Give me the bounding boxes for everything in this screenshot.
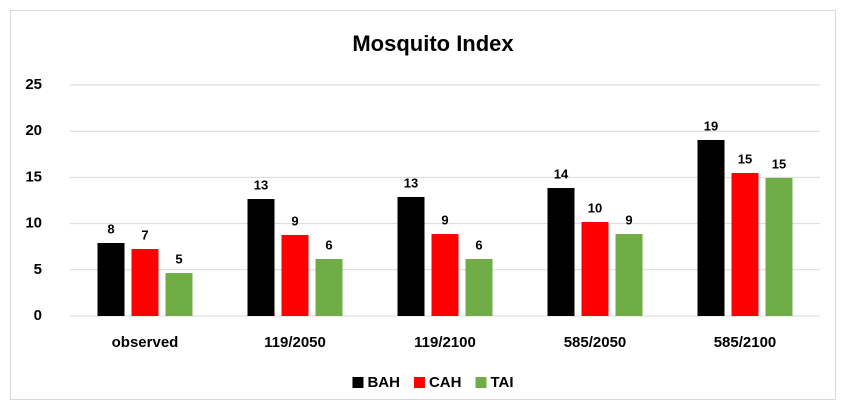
- value-label: 10: [588, 200, 602, 215]
- bar: [465, 258, 493, 316]
- bar: [281, 234, 309, 316]
- chart-title: Mosquito Index: [352, 31, 514, 56]
- value-label: 9: [441, 212, 448, 227]
- value-label: 8: [107, 221, 114, 236]
- bar: [97, 243, 125, 316]
- legend: BAH CAH TAI: [352, 374, 514, 391]
- bar: [315, 258, 343, 316]
- value-label: 15: [772, 156, 786, 171]
- bar: [247, 199, 275, 316]
- legend-label: TAI: [490, 374, 513, 391]
- value-label: 19: [704, 118, 718, 133]
- legend-swatch: [413, 377, 425, 388]
- x-tick-label: 119/2100: [414, 334, 476, 351]
- value-label: 15: [738, 151, 752, 166]
- bar: [547, 188, 575, 316]
- x-tick-label: 119/2050: [264, 334, 326, 351]
- y-tick-label: 25: [25, 76, 42, 93]
- legend-swatch: [352, 377, 364, 388]
- bar: [615, 234, 643, 316]
- value-label: 13: [254, 177, 268, 192]
- legend-label: BAH: [367, 374, 400, 391]
- bar: [431, 234, 459, 316]
- x-tick-label: 585/2100: [714, 334, 777, 351]
- value-label: 9: [291, 213, 298, 228]
- value-label: 5: [175, 251, 182, 266]
- bar: [165, 273, 193, 316]
- x-tick-label: observed: [112, 334, 179, 351]
- legend-swatch: [475, 377, 487, 388]
- y-tick-label: 10: [25, 215, 42, 232]
- value-label: 6: [325, 237, 332, 252]
- value-label: 7: [141, 227, 148, 242]
- y-tick-label: 15: [25, 168, 42, 185]
- value-label: 6: [475, 237, 482, 252]
- bar: [731, 172, 759, 316]
- bar: [131, 249, 159, 316]
- value-label: 14: [554, 166, 569, 181]
- x-tick-label: 585/2050: [564, 334, 627, 351]
- legend-label: CAH: [429, 374, 462, 391]
- bar: [581, 222, 609, 316]
- y-tick-label: 20: [25, 122, 42, 139]
- y-tick-label: 0: [34, 307, 42, 324]
- value-label: 13: [404, 175, 418, 190]
- y-tick-label: 5: [34, 261, 42, 278]
- bar: [397, 196, 425, 316]
- bar: [765, 177, 793, 316]
- bar: [697, 139, 725, 316]
- value-label: 9: [625, 212, 632, 227]
